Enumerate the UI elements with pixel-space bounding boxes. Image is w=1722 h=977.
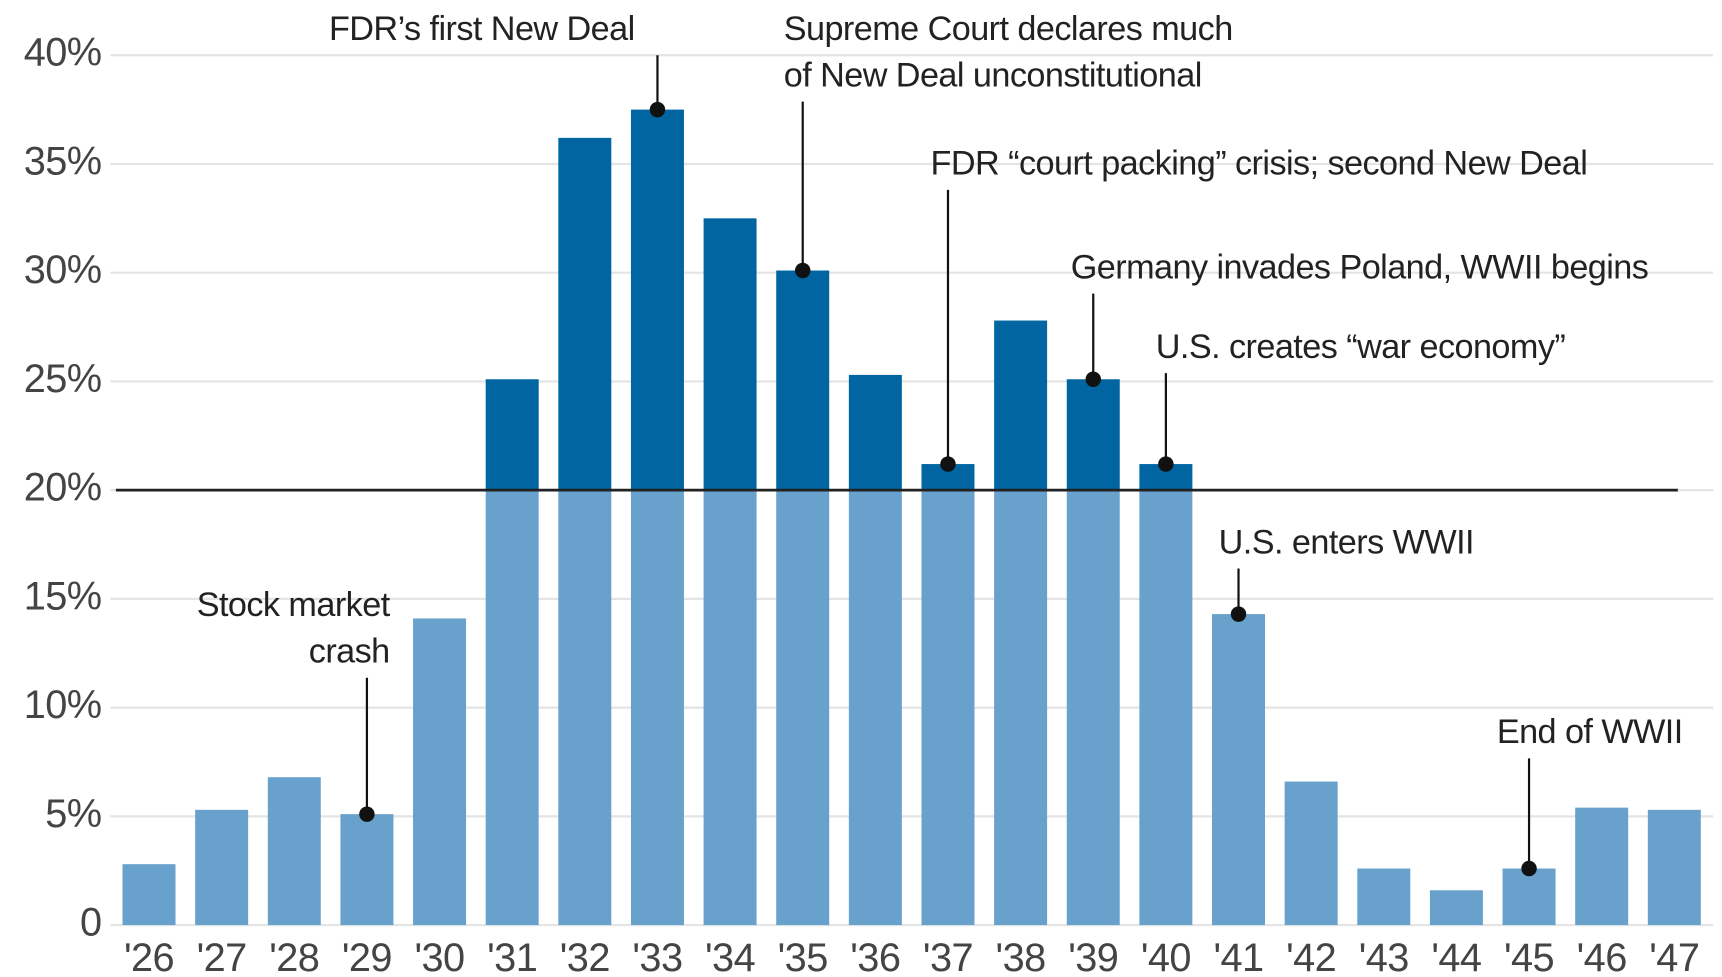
annotation-text: U.S. creates “war economy” (1156, 328, 1566, 366)
bar-above-threshold (703, 218, 757, 491)
y-tick-label: 20% (24, 466, 102, 510)
x-tick-label: '33 (632, 936, 682, 977)
annotation-text: End of WWII (1497, 713, 1683, 751)
bar (413, 618, 467, 926)
bar-above-threshold (848, 374, 902, 491)
y-tick-label: 10% (24, 683, 102, 727)
y-tick-label: 40% (24, 31, 102, 75)
x-tick-label: '36 (850, 936, 900, 977)
y-tick-label: 25% (24, 357, 102, 401)
bar-above-threshold (630, 109, 684, 491)
x-tick-label: '46 (1577, 936, 1627, 977)
x-tick-label: '38 (996, 936, 1046, 977)
bar (1429, 890, 1483, 926)
annotation-text: Stock market (197, 586, 391, 624)
annotation-dot (940, 456, 956, 472)
y-tick-label: 30% (24, 248, 102, 292)
bar-above-threshold (994, 320, 1048, 491)
x-tick-label: '39 (1068, 936, 1118, 977)
bar-above-threshold (485, 379, 539, 491)
bar-below-threshold (630, 490, 684, 926)
x-tick-label: '29 (342, 936, 392, 977)
x-tick-label: '31 (487, 936, 537, 977)
annotation-dot (1230, 606, 1247, 622)
bar-below-threshold (1066, 490, 1120, 926)
bar-below-threshold (776, 490, 830, 926)
annotation-text: FDR “court packing” crisis; second New D… (931, 145, 1588, 183)
x-tick-label: '27 (197, 936, 247, 977)
x-tick-label: '44 (1431, 936, 1481, 977)
bar (1212, 614, 1266, 926)
bar-below-threshold (848, 490, 902, 926)
x-tick-label: '40 (1141, 936, 1191, 977)
bar (340, 814, 394, 926)
bar (195, 809, 249, 926)
x-tick-label: '35 (778, 936, 828, 977)
bar (1575, 807, 1629, 926)
x-tick-label: '34 (705, 936, 755, 977)
annotation-text: crash (309, 633, 390, 671)
bar (1502, 868, 1556, 926)
bar-above-threshold (558, 137, 612, 491)
annotation-text: Germany invades Poland, WWII begins (1071, 248, 1649, 286)
annotation-dot (649, 101, 666, 118)
y-tick-label: 0 (80, 901, 102, 945)
bar-below-threshold (994, 490, 1048, 926)
y-tick-label: 15% (24, 574, 102, 618)
y-tick-label: 35% (24, 139, 102, 183)
bar-below-threshold (558, 490, 612, 926)
bar-below-threshold (921, 490, 975, 926)
annotation-dot (1085, 371, 1101, 387)
x-tick-label: '28 (269, 936, 319, 977)
x-tick-label: '37 (923, 936, 973, 977)
x-tick-label: '43 (1359, 936, 1409, 977)
annotation-text: U.S. enters WWII (1219, 523, 1474, 561)
x-tick-label: '30 (414, 936, 464, 977)
bar (1647, 809, 1701, 926)
bar-above-threshold (776, 270, 830, 491)
annotation-dot (794, 262, 811, 279)
annotation-text: of New Deal unconstitutional (784, 56, 1202, 94)
bar (267, 777, 321, 926)
annotation-text: Supreme Court declares much (784, 10, 1233, 48)
x-tick-label: '45 (1504, 936, 1554, 977)
x-tick-label: '47 (1649, 936, 1699, 977)
annotation-dot (1521, 860, 1537, 877)
x-tick-label: '32 (560, 936, 610, 977)
bar (1357, 868, 1411, 926)
x-tick-label: '26 (124, 936, 174, 977)
bar-below-threshold (1139, 490, 1193, 926)
bar-below-threshold (485, 490, 539, 926)
y-tick-label: 5% (45, 792, 101, 836)
annotation-dot (1158, 456, 1174, 472)
bar (1284, 781, 1338, 926)
annotation-text: FDR’s first New Deal (329, 10, 635, 48)
bar-below-threshold (703, 490, 757, 926)
x-tick-label: '41 (1213, 936, 1263, 977)
bar (122, 864, 176, 926)
bar-above-threshold (1066, 379, 1120, 491)
x-tick-label: '42 (1286, 936, 1336, 977)
annotation-dot (359, 806, 375, 822)
